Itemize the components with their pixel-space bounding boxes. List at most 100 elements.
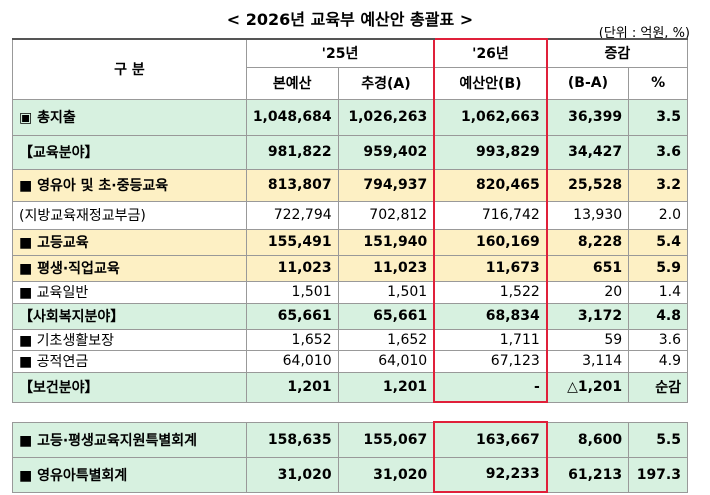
cell-value: 11,023	[337, 254, 435, 282]
cell-value: 64,010	[245, 349, 339, 373]
year-header: '26년	[433, 38, 548, 68]
cell-value: 197.3	[628, 456, 688, 493]
cell-value: 3.2	[628, 168, 688, 202]
cell-value: 1,652	[245, 328, 339, 351]
cell-value: 1,501	[337, 280, 435, 304]
table-row: ■ 평생·직업교육 11,023 11,023 11,673 651 5.9	[12, 254, 688, 282]
cell-value: 11,023	[245, 254, 339, 282]
cell-value: 160,169	[433, 228, 548, 256]
cell-value: 163,667	[433, 421, 548, 458]
cell-value: 13,930	[546, 200, 630, 230]
cell-value: 4.9	[628, 349, 688, 373]
table-row: 【사회복지분야】 65,661 65,661 68,834 3,172 4.8	[12, 302, 688, 330]
cell-value: 67,123	[433, 349, 548, 373]
column-header: 추경(A)	[337, 66, 435, 100]
cell-value: 155,491	[245, 228, 339, 256]
row-label: ■ 고등교육	[12, 228, 247, 256]
cell-value: 981,822	[245, 134, 339, 170]
cell-value: 4.8	[628, 302, 688, 330]
cell-value: 92,233	[433, 456, 548, 493]
row-label: ■ 고등·평생교육지원특별회계	[12, 421, 247, 458]
table-row: ■ 고등교육 155,491 151,940 160,169 8,228 5.4	[12, 228, 688, 256]
table-row: (지방교육재정교부금) 722,794 702,812 716,742 13,930 2.…	[12, 200, 688, 230]
cell-value: 순감	[628, 371, 688, 403]
row-label: ■ 기초생활보장	[12, 328, 247, 351]
row-label: ▣ 총지출	[12, 98, 247, 136]
cell-value: 716,742	[433, 200, 548, 230]
cell-value: 5.4	[628, 228, 688, 256]
table-row: 【보건분야】 1,201 1,201- △1,201 순감	[12, 371, 688, 403]
cell-value: 155,067	[337, 421, 435, 458]
cell-value: 3.6	[628, 328, 688, 351]
cell-value: △1,201	[546, 371, 630, 403]
row-label: ■ 교육일반	[12, 280, 247, 304]
change-header: 증감	[546, 38, 688, 68]
cell-value: 820,465	[433, 168, 548, 202]
row-label: ■ 평생·직업교육	[12, 254, 247, 282]
cell-value: 151,940	[337, 228, 435, 256]
unit: (단위 : 억원, %)	[598, 26, 690, 41]
cell-value: 65,661	[245, 302, 339, 330]
cell-value: 794,937	[337, 168, 435, 202]
row-label: 【보건분야】	[12, 371, 247, 403]
cell-value: 59	[546, 328, 630, 351]
table-row: 【교육분야】 981,822 959,402 993,829 34,427 3.6	[12, 134, 688, 170]
year-header: '25년	[245, 38, 435, 68]
table-row: ■ 공적연금 64,010 64,010 67,123 3,114 4.9	[12, 349, 688, 373]
cell-value: 3,172	[546, 302, 630, 330]
table-row: ■ 영유아특별회계 31,020 31,020 92,233 61,213 197.3	[12, 456, 688, 493]
cell-value: 20	[546, 280, 630, 304]
cell-value: 2.0	[628, 200, 688, 230]
cell-value: 64,010	[337, 349, 435, 373]
column-header: 본예산	[245, 66, 339, 100]
cell-value: 5.5	[628, 421, 688, 458]
table-row: ■ 교육일반 1,501 1,501 1,522 20 1.4	[12, 280, 688, 304]
cell-value: 1,026,263	[337, 98, 435, 136]
cell-value: 31,020	[245, 456, 339, 493]
cell-value: 813,807	[245, 168, 339, 202]
category-header: 구 분	[12, 38, 247, 100]
title: < 2026년 교육부 예산안 총괄표 >	[226, 10, 474, 29]
table-row: ■ 기초생활보장 1,652 1,652 1,711 59 3.6	[12, 328, 688, 351]
budget-table: 구 분 '25년 '26년 증감 본예산 추경(A) 예산안(B) (B-A)% ▣ …	[12, 38, 688, 493]
cell-value: 31,020	[337, 456, 435, 493]
cell-value: 1,522	[433, 280, 548, 304]
cell-value: 1,201	[337, 371, 435, 403]
cell-value: 1.4	[628, 280, 688, 304]
cell-value: 1,062,663	[433, 98, 548, 136]
cell-value: 8,600	[546, 421, 630, 458]
table-row: ■ 영유아 및 초·중등교육 813,807 794,937 820,465 25,52…	[12, 168, 688, 202]
cell-value: 1,501	[245, 280, 339, 304]
row-label: 【사회복지분야】	[12, 302, 247, 330]
spacer-row	[12, 401, 688, 423]
spacer-cell	[12, 401, 688, 423]
cell-value: 65,661	[337, 302, 435, 330]
cell-value: 8,228	[546, 228, 630, 256]
cell-value: 158,635	[245, 421, 339, 458]
cell-value: 61,213	[546, 456, 630, 493]
cell-value: 3,114	[546, 349, 630, 373]
row-label: ■ 영유아 및 초·중등교육	[12, 168, 247, 202]
column-header: 예산안(B)	[433, 66, 548, 100]
cell-value: 959,402	[337, 134, 435, 170]
column-header: (B-A)	[546, 66, 630, 100]
table-row: ■ 고등·평생교육지원특별회계 158,635 155,067 163,667 8,60…	[12, 421, 688, 458]
cell-value: 34,427	[546, 134, 630, 170]
cell-value: 702,812	[337, 200, 435, 230]
cell-value: 1,048,684	[245, 98, 339, 136]
cell-value: 1,711	[433, 328, 548, 351]
cell-value: 3.5	[628, 98, 688, 136]
cell-value: 11,673	[433, 254, 548, 282]
row-label: (지방교육재정교부금)	[12, 200, 247, 230]
cell-value: 1,652	[337, 328, 435, 351]
cell-value: 5.9	[628, 254, 688, 282]
row-label: ■ 영유아특별회계	[12, 456, 247, 493]
cell-value: 36,399	[546, 98, 630, 136]
cell-value: -	[433, 371, 548, 403]
cell-value: 722,794	[245, 200, 339, 230]
table-row: ▣ 총지출 1,048,684 1,026,263 1,062,663 36,399 3.…	[12, 98, 688, 136]
cell-value: 993,829	[433, 134, 548, 170]
cell-value: 25,528	[546, 168, 630, 202]
row-label: ■ 공적연금	[12, 349, 247, 373]
